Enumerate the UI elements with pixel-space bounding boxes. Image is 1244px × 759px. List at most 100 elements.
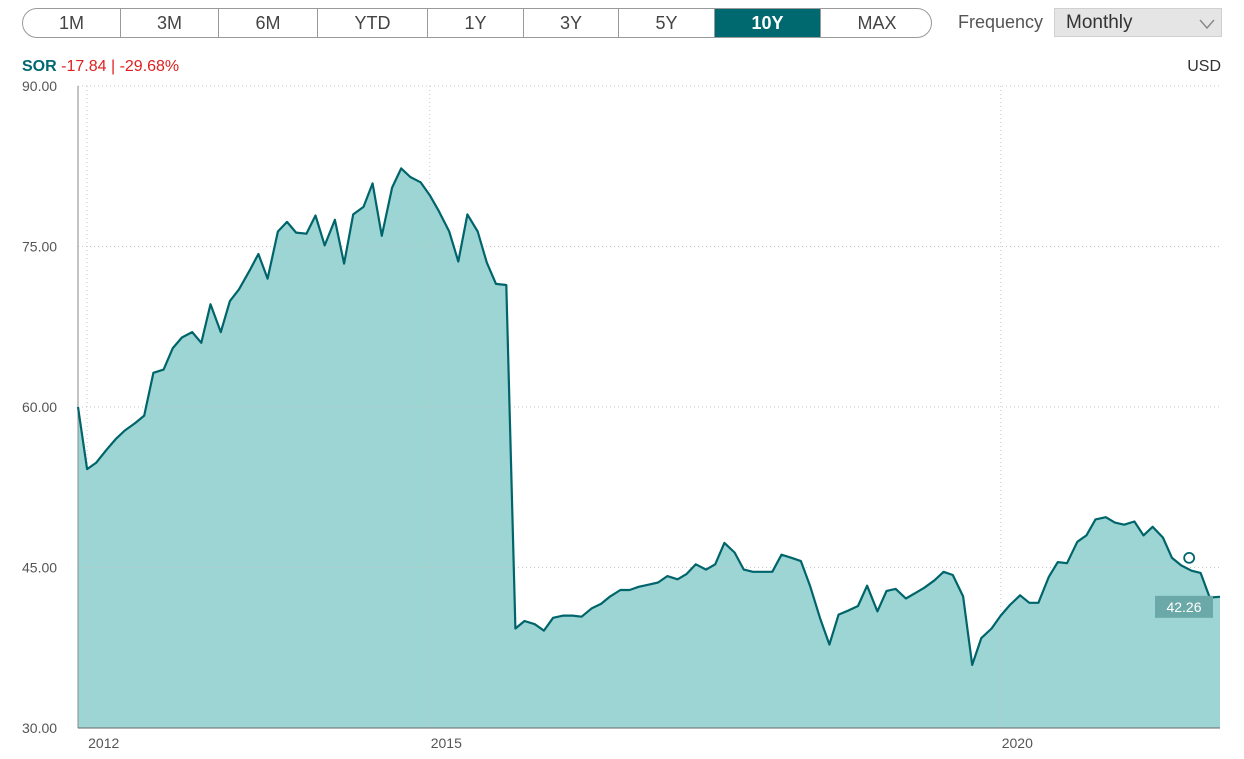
data-point xyxy=(1169,555,1175,561)
range-button-10y[interactable]: 10Y xyxy=(715,9,821,37)
data-point xyxy=(284,219,290,225)
data-point xyxy=(246,268,252,274)
percent-change: -29.68% xyxy=(119,58,180,75)
data-point xyxy=(198,340,204,346)
data-point xyxy=(132,420,138,426)
date-range-selector: 1M 3M 6M YTD 1Y 3Y 5Y 10Y MAX xyxy=(22,8,932,38)
data-point xyxy=(817,616,823,622)
data-point xyxy=(579,614,585,620)
data-point xyxy=(846,607,852,613)
data-point xyxy=(541,628,547,634)
data-point xyxy=(113,436,119,442)
data-point xyxy=(607,593,613,599)
data-point xyxy=(655,580,661,586)
data-point xyxy=(512,626,518,632)
data-point xyxy=(322,242,328,248)
data-point xyxy=(1035,600,1041,606)
data-point xyxy=(769,569,775,575)
range-button-5y[interactable]: 5Y xyxy=(619,9,715,37)
data-point xyxy=(1189,568,1195,574)
frequency-dropdown[interactable]: Monthly xyxy=(1054,8,1222,37)
data-point xyxy=(227,298,233,304)
ticker-summary: SOR -17.84 | -29.68% xyxy=(22,58,179,76)
data-point xyxy=(370,180,376,186)
data-point xyxy=(807,583,813,589)
data-point xyxy=(960,593,966,599)
range-button-3m[interactable]: 3M xyxy=(121,9,219,37)
data-point xyxy=(779,552,785,558)
data-point xyxy=(969,662,975,668)
data-point xyxy=(293,230,299,236)
data-point xyxy=(236,286,242,292)
data-point xyxy=(93,460,99,466)
data-point xyxy=(941,569,947,575)
last-value-badge xyxy=(1155,595,1213,618)
data-point xyxy=(464,211,470,217)
last-value-label: 42.26 xyxy=(1166,599,1201,615)
data-point xyxy=(712,561,718,567)
data-point xyxy=(1121,522,1127,528)
data-point xyxy=(484,260,490,266)
x-tick-label: 2015 xyxy=(431,735,462,751)
data-point xyxy=(732,550,738,556)
price-line xyxy=(76,167,1221,667)
frequency-label: Frequency xyxy=(958,12,1044,32)
range-button-3y[interactable]: 3Y xyxy=(524,9,619,37)
hover-marker xyxy=(1183,551,1196,564)
data-point xyxy=(522,618,528,624)
range-button-max[interactable]: MAX xyxy=(857,12,897,33)
data-point xyxy=(170,345,176,351)
data-point xyxy=(1178,562,1184,568)
price-change: -17.84 xyxy=(61,58,107,75)
data-point xyxy=(1026,600,1032,606)
data-point xyxy=(475,229,481,235)
data-point xyxy=(122,428,128,434)
data-point xyxy=(141,413,147,419)
data-point xyxy=(436,208,442,214)
data-point xyxy=(161,367,167,373)
data-point xyxy=(998,613,1004,619)
data-point xyxy=(1007,602,1013,608)
data-point xyxy=(398,165,404,171)
data-point xyxy=(664,573,670,579)
area-fill xyxy=(78,168,1220,728)
data-point xyxy=(798,558,804,564)
data-point xyxy=(989,626,995,632)
data-point xyxy=(1131,519,1137,525)
data-point xyxy=(1198,570,1204,576)
ticker-symbol: SOR xyxy=(22,58,57,75)
chevron-down-icon xyxy=(1199,19,1215,30)
range-button-6m[interactable]: 6M xyxy=(219,9,318,37)
range-button-1m[interactable]: 1M xyxy=(23,9,121,37)
data-point xyxy=(750,569,756,575)
data-point xyxy=(1150,524,1156,530)
data-point xyxy=(874,608,880,614)
data-point xyxy=(932,577,938,583)
data-point xyxy=(179,335,185,341)
y-tick-label: 30.00 xyxy=(22,720,57,736)
data-point xyxy=(760,569,766,575)
data-point xyxy=(255,251,261,257)
data-point xyxy=(550,615,556,621)
data-point xyxy=(1103,514,1109,520)
frequency-value: Monthly xyxy=(1066,11,1133,33)
range-button-ytd[interactable]: YTD xyxy=(318,9,428,37)
data-point xyxy=(389,185,395,191)
data-point xyxy=(350,211,356,217)
data-point xyxy=(884,588,890,594)
range-button-1y[interactable]: 1Y xyxy=(428,9,524,37)
change-separator: | xyxy=(110,58,116,75)
data-point xyxy=(265,276,271,282)
data-point xyxy=(1074,539,1080,545)
data-point xyxy=(617,587,623,593)
data-point xyxy=(1093,516,1099,522)
data-point xyxy=(446,229,452,235)
data-point xyxy=(978,635,984,641)
data-point xyxy=(1083,532,1089,538)
data-point xyxy=(826,642,832,648)
data-point xyxy=(75,404,81,410)
data-point xyxy=(836,612,842,618)
y-tick-label: 60.00 xyxy=(22,399,57,415)
data-point xyxy=(912,590,918,596)
